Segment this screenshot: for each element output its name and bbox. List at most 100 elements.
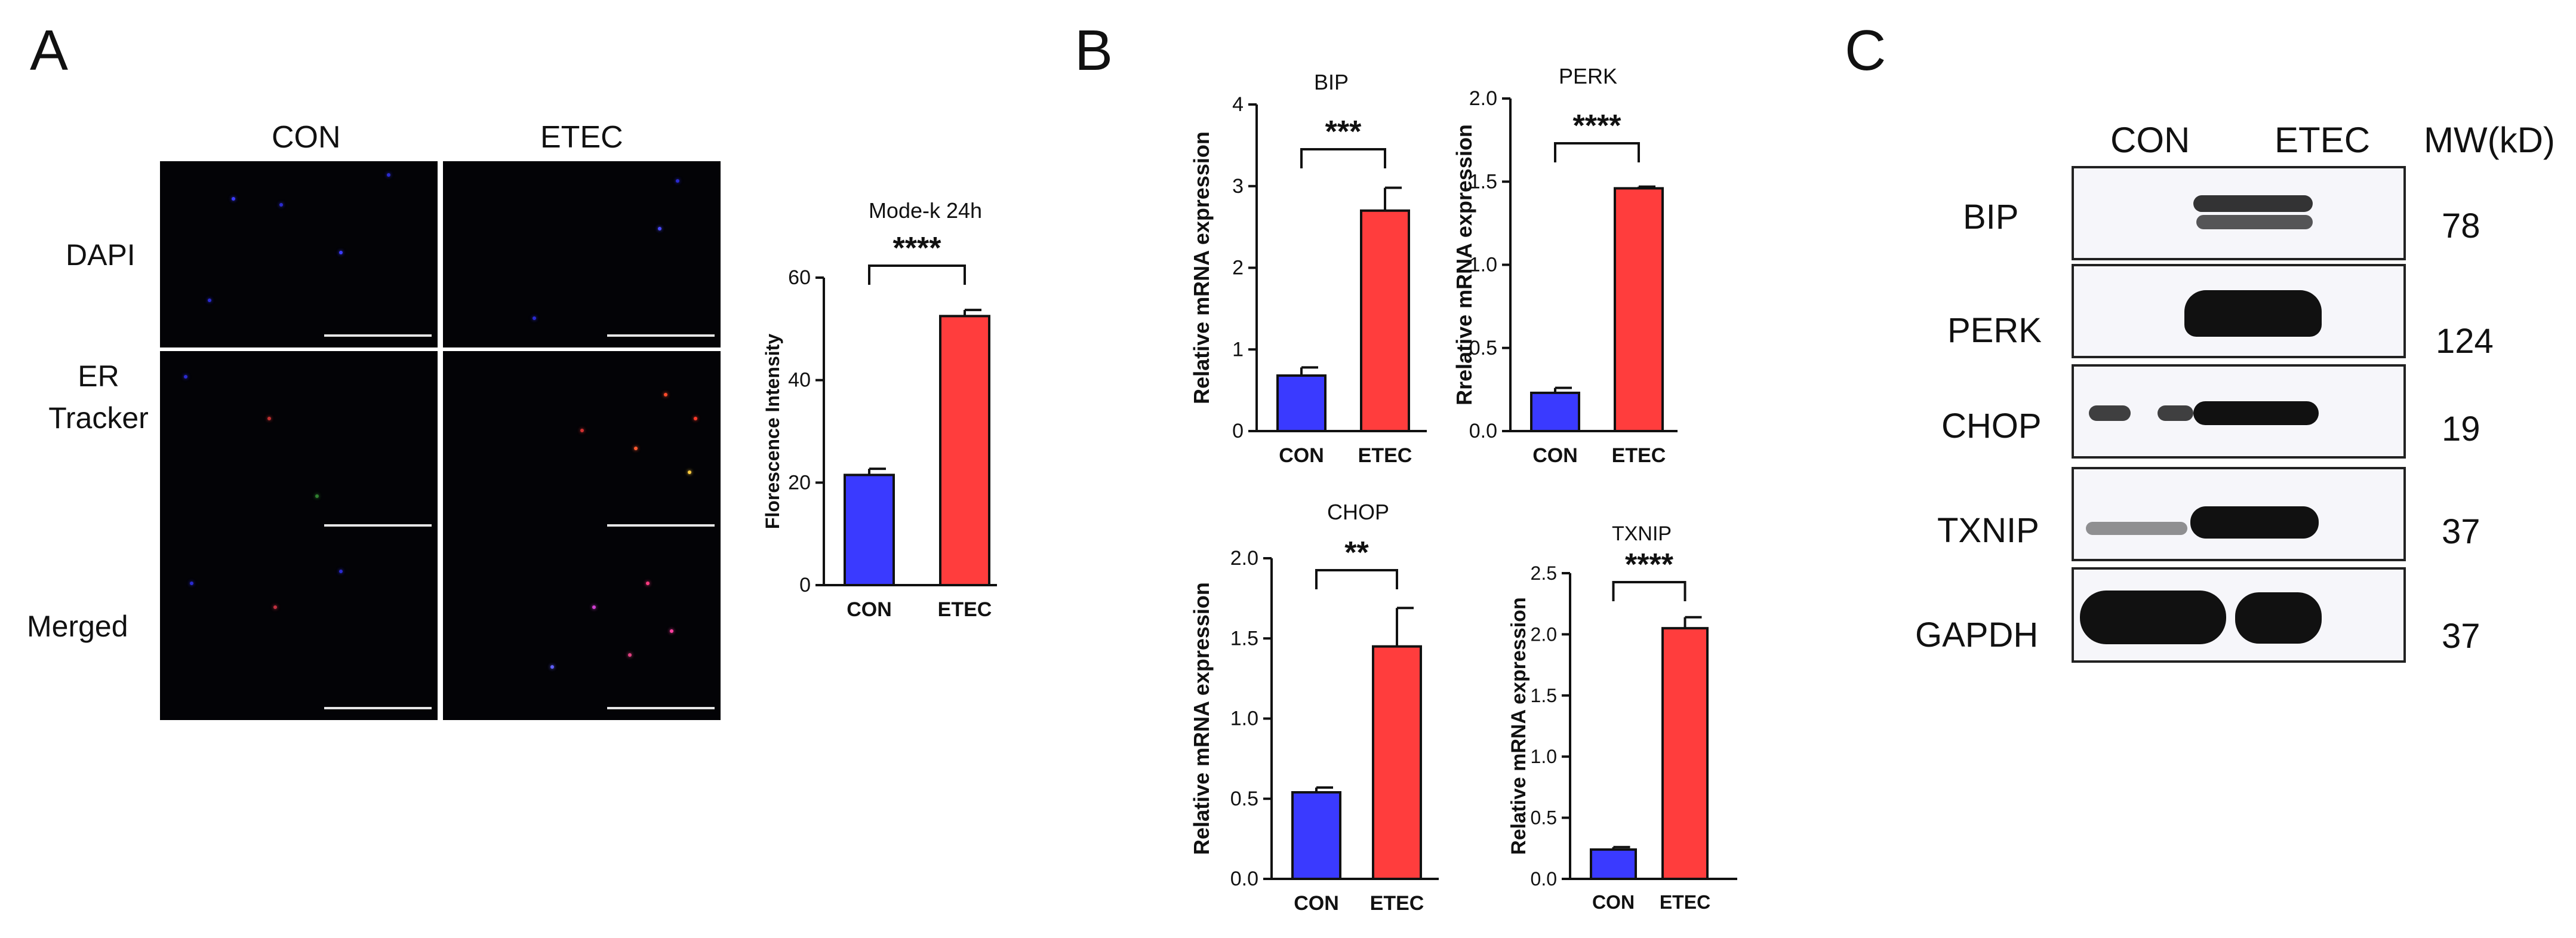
fluorescent-dot bbox=[267, 417, 271, 420]
lane-header-con: CON bbox=[2110, 120, 2190, 160]
significance-stars: **** bbox=[893, 231, 942, 266]
bar-con bbox=[1530, 391, 1580, 433]
chart-bip: 0 1 2 3 4 CON ETEC *** BIP Relative mRNA expressi… bbox=[1189, 70, 1427, 467]
category-label-con: CON bbox=[1592, 891, 1635, 913]
scale-bar bbox=[607, 334, 715, 337]
category-label-con: CON bbox=[1532, 444, 1578, 467]
chart-txnip: 0.0 0.5 1.0 1.5 2.0 2.5 CON ETEC **** TXNIP Relati… bbox=[1507, 522, 1737, 913]
mw-txnip: 37 bbox=[2442, 512, 2480, 551]
significance-stars: ** bbox=[1344, 536, 1369, 570]
chart-title: BIP bbox=[1314, 70, 1349, 94]
fluorescent-dot bbox=[387, 173, 390, 177]
bar-etec bbox=[939, 315, 990, 586]
band-txnip-etec bbox=[2190, 506, 2319, 539]
blot-label-bip: BIP bbox=[1963, 198, 2019, 236]
blot-strip-gapdh bbox=[2072, 567, 2406, 663]
y-tick-label: 40 bbox=[788, 369, 811, 392]
y-tick-label: 1.0 bbox=[1469, 254, 1497, 276]
significance-stars: **** bbox=[1625, 548, 1674, 582]
y-tick-label: 2.5 bbox=[1531, 562, 1557, 584]
fluorescent-dot bbox=[694, 417, 697, 420]
y-axis-label: Florescence Intensity bbox=[762, 334, 783, 529]
y-tick-label: 1.5 bbox=[1230, 627, 1258, 650]
micrograph-er-tracker-con bbox=[160, 351, 438, 537]
significance-bracket bbox=[1612, 581, 1686, 601]
row-label-dapi: DAPI bbox=[66, 238, 136, 272]
row-label-merged: Merged bbox=[27, 610, 128, 643]
col-header-etec: ETEC bbox=[540, 120, 623, 155]
y-tick-label: 2.0 bbox=[1531, 623, 1557, 645]
scale-bar bbox=[324, 334, 432, 337]
col-header-con: CON bbox=[272, 120, 341, 155]
fluorescent-dot bbox=[533, 316, 536, 320]
band-txnip-con bbox=[2086, 522, 2187, 535]
y-tick-label: 60 bbox=[788, 266, 811, 289]
category-label-con: CON bbox=[1294, 892, 1339, 915]
bar-etec bbox=[1614, 187, 1664, 432]
chart-title: CHOP bbox=[1327, 500, 1389, 524]
chart-title: TXNIP bbox=[1612, 522, 1672, 545]
y-tick-label: 0.0 bbox=[1230, 868, 1258, 890]
row-label-er-tracker: ER Tracker bbox=[48, 359, 149, 435]
y-tick-label: 1.0 bbox=[1531, 746, 1557, 767]
mw-perk: 124 bbox=[2436, 322, 2494, 361]
blot-strip-txnip bbox=[2072, 467, 2406, 561]
significance-stars: **** bbox=[1573, 109, 1622, 143]
fluorescent-dot bbox=[190, 582, 193, 585]
panel-label-c: C bbox=[1845, 19, 1886, 82]
category-label-etec: ETEC bbox=[1358, 444, 1412, 467]
micrograph-dapi-con bbox=[160, 161, 438, 347]
y-axis-label: Relative mRNA expression bbox=[1189, 131, 1214, 404]
chart-chop: 0.0 0.5 1.0 1.5 2.0 CON ETEC ** CHOP Relative mRN… bbox=[1189, 500, 1439, 915]
y-axis-label: Rrelative mRNA expression bbox=[1452, 124, 1476, 405]
fluorescent-dot bbox=[676, 179, 679, 183]
fluorescent-dot bbox=[339, 251, 343, 254]
band-perk bbox=[2184, 290, 2322, 337]
blot-label-gapdh: GAPDH bbox=[1915, 616, 2039, 654]
bar-etec bbox=[1360, 209, 1410, 432]
mw-bip: 78 bbox=[2442, 207, 2480, 245]
bar-con bbox=[844, 473, 895, 587]
y-tick-label: 2.0 bbox=[1230, 547, 1258, 570]
fluorescent-dot bbox=[580, 429, 584, 432]
category-label-con: CON bbox=[1279, 444, 1324, 467]
blot-label-chop: CHOP bbox=[1941, 407, 2042, 445]
significance-bracket bbox=[1554, 142, 1640, 162]
y-axis-label: Relative mRNA expression bbox=[1507, 597, 1530, 854]
bar-con bbox=[1276, 374, 1327, 433]
band-chop-etec bbox=[2193, 401, 2319, 425]
fluorescent-dot bbox=[658, 227, 661, 230]
micrograph-merged-etec bbox=[443, 534, 721, 720]
fluorescent-dot bbox=[208, 299, 211, 302]
fluorescent-dot bbox=[273, 605, 277, 609]
y-tick-label: 20 bbox=[788, 471, 811, 494]
y-tick-label: 0.5 bbox=[1531, 807, 1557, 829]
bar-con bbox=[1590, 848, 1637, 881]
blot-strip-chop bbox=[2072, 364, 2406, 459]
fluorescent-dot bbox=[688, 470, 691, 474]
scale-bar bbox=[324, 524, 432, 527]
fluorescent-dot bbox=[628, 653, 632, 657]
y-tick-label: 2 bbox=[1232, 257, 1244, 279]
fluorescent-dot bbox=[232, 197, 235, 201]
y-tick-label: 1.5 bbox=[1531, 685, 1557, 706]
panel-label-b: B bbox=[1075, 19, 1113, 82]
y-tick-label: 0.0 bbox=[1469, 420, 1497, 442]
bar-etec bbox=[1372, 645, 1422, 880]
category-label-con: CON bbox=[847, 598, 892, 621]
y-tick-label: 0 bbox=[1232, 420, 1244, 442]
bar-etec bbox=[1661, 627, 1709, 880]
significance-bracket bbox=[1300, 148, 1386, 168]
chart-title: Mode-k 24h bbox=[869, 198, 982, 223]
fluorescent-dot bbox=[670, 629, 673, 633]
chart-perk: 0.0 0.5 1.0 1.5 2.0 CON ETEC **** PERK Rrelative … bbox=[1452, 64, 1678, 467]
fluorescent-dot bbox=[634, 447, 638, 450]
chart-title: PERK bbox=[1559, 64, 1617, 88]
band-gapdh-etec bbox=[2235, 592, 2322, 644]
y-tick-label: 4 bbox=[1232, 93, 1244, 116]
scale-bar bbox=[607, 524, 715, 527]
scale-bar bbox=[324, 707, 432, 709]
band-bip-upper bbox=[2193, 195, 2313, 212]
y-axis-label: Relative mRNA expression bbox=[1189, 582, 1214, 855]
